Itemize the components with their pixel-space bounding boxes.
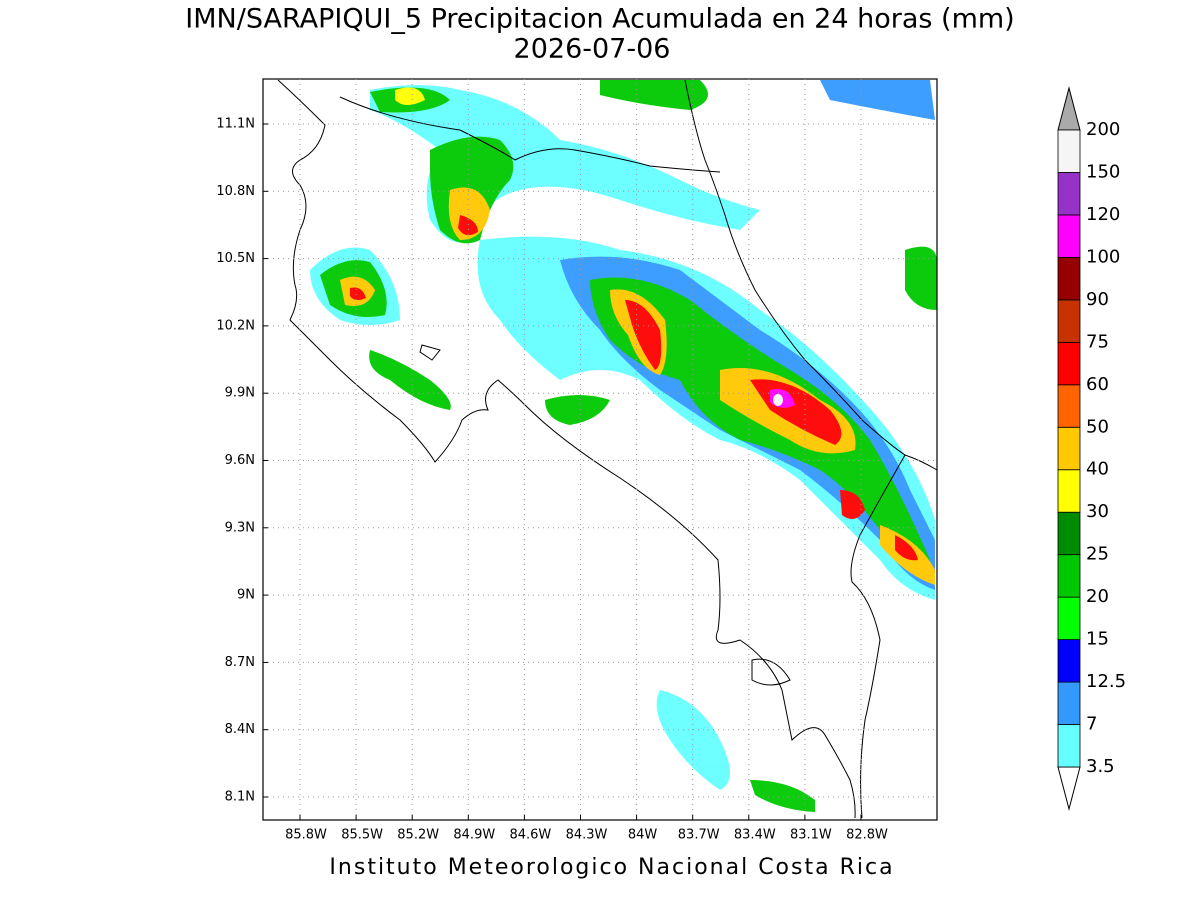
lon-tick-label: 84W bbox=[628, 828, 658, 843]
colorbar-label: 200 bbox=[1086, 119, 1120, 140]
colorbar-label: 120 bbox=[1086, 204, 1120, 225]
map-footer: Instituto Meteorologico Nacional Costa R… bbox=[329, 855, 894, 880]
colorbar-segment bbox=[1057, 384, 1081, 428]
lon-tick-label: 83.4W bbox=[734, 828, 776, 843]
colorbar-segment bbox=[1057, 596, 1081, 641]
lon-tick-label: 84.3W bbox=[566, 828, 608, 843]
lat-tick-label: 9.3N bbox=[225, 520, 255, 535]
lat-tick-label: 11.1N bbox=[216, 117, 255, 132]
lat-tick-label: 8.7N bbox=[225, 655, 255, 670]
colorbar-segment bbox=[1057, 256, 1081, 301]
lat-tick-label: 8.4N bbox=[225, 722, 255, 737]
lat-tick-label: 10.5N bbox=[216, 251, 255, 266]
lon-tick-label: 83.7W bbox=[678, 828, 720, 843]
colorbar-label: 40 bbox=[1086, 459, 1109, 480]
lat-tick-label: 8.1N bbox=[225, 790, 255, 805]
colorbar-segment bbox=[1057, 299, 1081, 343]
colorbar-segment bbox=[1057, 172, 1081, 216]
colorbar-segment bbox=[1057, 639, 1081, 683]
lat-tick-label: 9.9N bbox=[225, 386, 255, 401]
colorbar-label: 15 bbox=[1086, 629, 1109, 650]
colorbar-segment bbox=[1057, 341, 1081, 386]
colorbar-segment bbox=[1057, 681, 1081, 725]
colorbar-label: 150 bbox=[1086, 161, 1120, 182]
map-title: IMN/SARAPIQUI_5 Precipitacion Acumulada … bbox=[185, 4, 1014, 35]
lat-tick-label: 9N bbox=[237, 588, 255, 603]
lat-tick-label: 10.2N bbox=[216, 318, 255, 333]
map-frame bbox=[262, 78, 938, 821]
precipitation-field bbox=[310, 80, 937, 812]
map-date: 2026-07-06 bbox=[514, 34, 671, 65]
colorbar-segment bbox=[1057, 511, 1081, 556]
lon-tick-label: 84.9W bbox=[453, 828, 495, 843]
colorbar-label: 12.5 bbox=[1086, 671, 1126, 692]
colorbar-segment bbox=[1057, 469, 1081, 513]
lon-tick-label: 83.1W bbox=[790, 828, 832, 843]
lon-tick-label: 82.8W bbox=[846, 828, 888, 843]
colorbar-label: 100 bbox=[1086, 246, 1120, 267]
colorbar-segment bbox=[1057, 214, 1081, 258]
colorbar-label: 50 bbox=[1086, 416, 1109, 437]
colorbar-label: 75 bbox=[1086, 331, 1109, 352]
coastlines bbox=[277, 79, 938, 819]
lon-tick-label: 84.6W bbox=[509, 828, 551, 843]
lat-tick-label: 10.8N bbox=[216, 184, 255, 199]
colorbar-label: 30 bbox=[1086, 501, 1109, 522]
colorbar-segment bbox=[1057, 426, 1081, 471]
lon-tick-label: 85.2W bbox=[397, 828, 439, 843]
colorbar-segment bbox=[1057, 129, 1081, 173]
colorbar-label: 60 bbox=[1086, 374, 1109, 395]
colorbar-label: 90 bbox=[1086, 289, 1109, 310]
colorbar-segment bbox=[1057, 724, 1081, 768]
colorbar-label: 7 bbox=[1086, 714, 1097, 735]
lon-tick-label: 85.8W bbox=[285, 828, 327, 843]
colorbar-over bbox=[1057, 86, 1081, 131]
lon-tick-label: 85.5W bbox=[341, 828, 383, 843]
colorbar-label: 3.5 bbox=[1086, 756, 1115, 777]
colorbar-label: 20 bbox=[1086, 586, 1109, 607]
colorbar-label: 25 bbox=[1086, 544, 1109, 565]
lat-tick-label: 9.6N bbox=[225, 453, 255, 468]
colorbar-segment bbox=[1057, 554, 1081, 598]
colorbar-under bbox=[1057, 766, 1081, 811]
